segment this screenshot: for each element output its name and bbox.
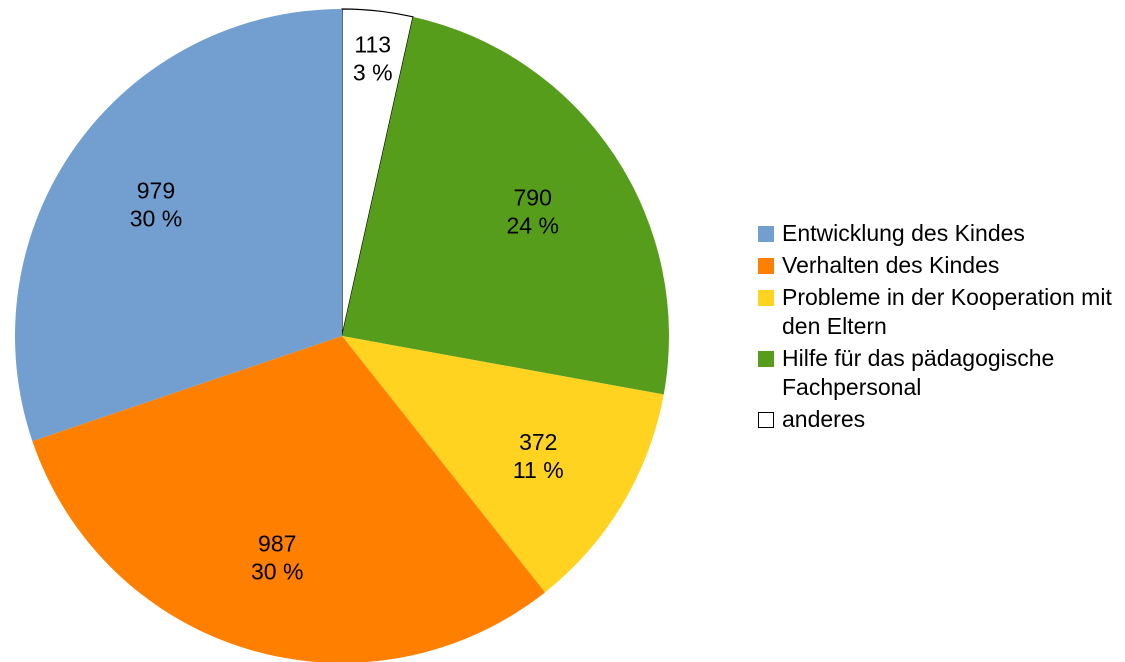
legend-swatch [758, 258, 774, 274]
slice-value-label: 790 [514, 184, 552, 210]
slice-value-label: 113 [354, 31, 391, 57]
legend-label: Probleme in der Kooperation mit den Elte… [782, 284, 1112, 339]
slice-value-label: 987 [258, 531, 296, 557]
slice-value-label: 979 [137, 178, 175, 204]
slice-percent-label: 30 % [130, 206, 182, 232]
pie-slice-3 [342, 16, 669, 395]
legend-item: Verhalten des Kindes [758, 251, 1118, 280]
pie-slice-1 [32, 336, 546, 662]
pie-slice-2 [342, 336, 664, 593]
legend-label: anderes [782, 406, 866, 432]
slice-percent-label: 3 % [353, 59, 393, 85]
legend-swatch [758, 412, 774, 428]
slice-percent-label: 11 % [513, 457, 564, 483]
legend-label: Verhalten des Kindes [782, 252, 1000, 278]
legend-item: Entwicklung des Kindes [758, 219, 1118, 248]
legend-swatch [758, 290, 774, 306]
legend-item: Probleme in der Kooperation mit den Elte… [758, 283, 1118, 341]
chart-legend: Entwicklung des Kindes Verhalten des Kind… [758, 219, 1118, 437]
pie-slices [14, 8, 669, 662]
legend-swatch [758, 226, 774, 242]
pie-slice-4 [341, 8, 414, 337]
legend-item: anderes [758, 405, 1118, 434]
slice-percent-label: 30 % [251, 559, 303, 585]
pie-slice-0 [14, 9, 342, 442]
legend-item: Hilfe für das pädagogische Fachpersonal [758, 344, 1118, 402]
slice-percent-label: 24 % [506, 212, 558, 238]
slice-value-label: 372 [519, 429, 557, 455]
legend-swatch [758, 351, 774, 367]
legend-label: Entwicklung des Kindes [782, 220, 1025, 246]
legend-label: Hilfe für das pädagogische Fachpersonal [782, 345, 1055, 400]
